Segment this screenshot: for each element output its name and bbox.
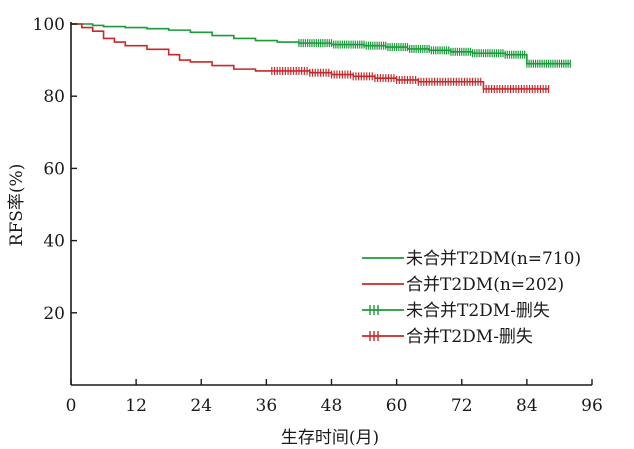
- x-tick-label: 60: [386, 396, 408, 416]
- x-tick-label: 96: [581, 396, 603, 416]
- censor-marks-0: [298, 39, 571, 68]
- legend: 未合并T2DM(n=710) 合并T2DM(n=202) 未合并T2DM-删失合并T…: [362, 249, 581, 347]
- x-tick-label: 48: [321, 396, 343, 416]
- legend-label: 合并T2DM-删失: [406, 327, 533, 347]
- censor-marks-1: [271, 66, 550, 93]
- series-line-0: [71, 23, 571, 65]
- tick-labels: 0 12 24 36 48 60 72 84 96 20 40 60 80 100: [33, 15, 603, 416]
- legend-label: 合并T2DM(n=202): [406, 275, 564, 295]
- legend-item-0: 未合并T2DM(n=710): [362, 249, 581, 269]
- y-tick-label: 80: [43, 87, 65, 107]
- x-tick-label: 24: [190, 396, 212, 416]
- legend-item-2: 未合并T2DM-删失: [362, 301, 550, 321]
- x-axis-title: 生存时间(月): [281, 428, 379, 448]
- x-tick-label: 72: [451, 396, 473, 416]
- y-tick-label: 20: [43, 304, 65, 324]
- y-tick-label: 60: [43, 159, 65, 179]
- y-tick-label: 100: [33, 15, 65, 35]
- plot-area: [71, 23, 571, 93]
- x-tick-label: 36: [256, 396, 278, 416]
- x-tick-label: 12: [125, 396, 147, 416]
- axes: [70, 22, 593, 386]
- y-axis-title: RFS率(%): [7, 164, 27, 247]
- x-tick-label: 84: [516, 396, 538, 416]
- legend-label: 未合并T2DM-删失: [406, 301, 550, 321]
- legend-item-1: 合并T2DM(n=202): [362, 275, 564, 295]
- legend-label: 未合并T2DM(n=710): [406, 249, 581, 269]
- legend-item-3: 合并T2DM-删失: [362, 327, 533, 347]
- y-tick-label: 40: [43, 232, 65, 252]
- x-tick-label: 0: [66, 396, 77, 416]
